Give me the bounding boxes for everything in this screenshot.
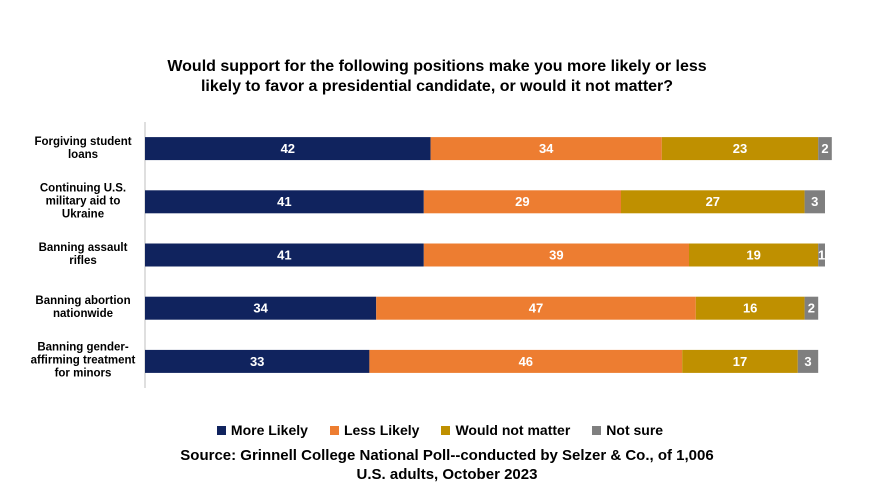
- value-label: 46: [519, 354, 533, 369]
- bar-segment: [818, 137, 832, 161]
- value-label: 16: [743, 301, 757, 316]
- bar-segment: [145, 296, 377, 320]
- value-label: 19: [746, 247, 760, 262]
- bar-segment: [689, 243, 819, 267]
- bar-segment: [621, 190, 805, 214]
- legend-item: Less Likely: [329, 422, 420, 438]
- bar-segment: [423, 243, 689, 267]
- bar-segment: [430, 137, 662, 161]
- value-label: 41: [277, 247, 291, 262]
- value-label: 3: [804, 354, 811, 369]
- legend-swatch: [441, 425, 451, 435]
- bar-segment: [145, 137, 431, 161]
- bar-segment: [804, 190, 825, 214]
- category-label: Banning assault rifles: [38, 242, 128, 267]
- chart-title: Would support for the following position…: [167, 58, 707, 95]
- legend-item: Not sure: [592, 422, 663, 438]
- bar-segment: [369, 349, 683, 373]
- value-label: 23: [733, 141, 747, 156]
- legend: More Likely Less Likely Would not matter No…: [0, 422, 880, 438]
- source: Source: Grinnell College National Poll--…: [180, 447, 714, 483]
- value-label: 39: [549, 247, 563, 262]
- legend-label: More Likely: [230, 422, 308, 438]
- value-label: 29: [515, 194, 529, 209]
- value-label: 17: [733, 354, 747, 369]
- value-label: 42: [281, 141, 295, 156]
- bar-segment: [376, 296, 696, 320]
- legend-swatch: [592, 425, 602, 435]
- value-label: 3: [811, 194, 818, 209]
- value-label: 34: [253, 301, 268, 316]
- category-label: Banning abortion nationwide: [35, 295, 131, 321]
- bar-segment: [145, 190, 424, 214]
- bar-segment: [682, 349, 798, 373]
- bar-segment: [145, 243, 424, 267]
- legend-swatch: [329, 425, 339, 435]
- bar-segment: [695, 296, 805, 320]
- bar-segment: [797, 349, 819, 373]
- value-label: 47: [529, 301, 543, 316]
- legend-label: Less Likely: [343, 422, 420, 438]
- bar-segment: [818, 243, 825, 267]
- legend-swatch: [216, 425, 226, 435]
- value-label: 34: [539, 141, 554, 156]
- value-label: 2: [821, 141, 828, 156]
- value-label: 2: [808, 301, 815, 316]
- value-label: 33: [250, 354, 264, 369]
- category-label: Forgiving student loans: [34, 135, 132, 161]
- category-label: Continuing U.S. military aid to Ukraine: [39, 182, 127, 221]
- bar-segment: [145, 349, 370, 373]
- legend-label: Not sure: [606, 422, 664, 438]
- value-label: 41: [277, 194, 291, 209]
- legend-item: More Likely: [216, 422, 308, 438]
- bar-segment: [423, 190, 621, 214]
- category-label: Banning gender-affirming treatment for m…: [30, 341, 136, 380]
- legend-item: Would not matter: [441, 422, 570, 438]
- legend-label: Would not matter: [455, 422, 571, 438]
- bar-segment: [804, 296, 819, 320]
- value-label: 27: [706, 194, 720, 209]
- value-label: 1: [818, 247, 825, 262]
- bar-segment: [661, 137, 819, 161]
